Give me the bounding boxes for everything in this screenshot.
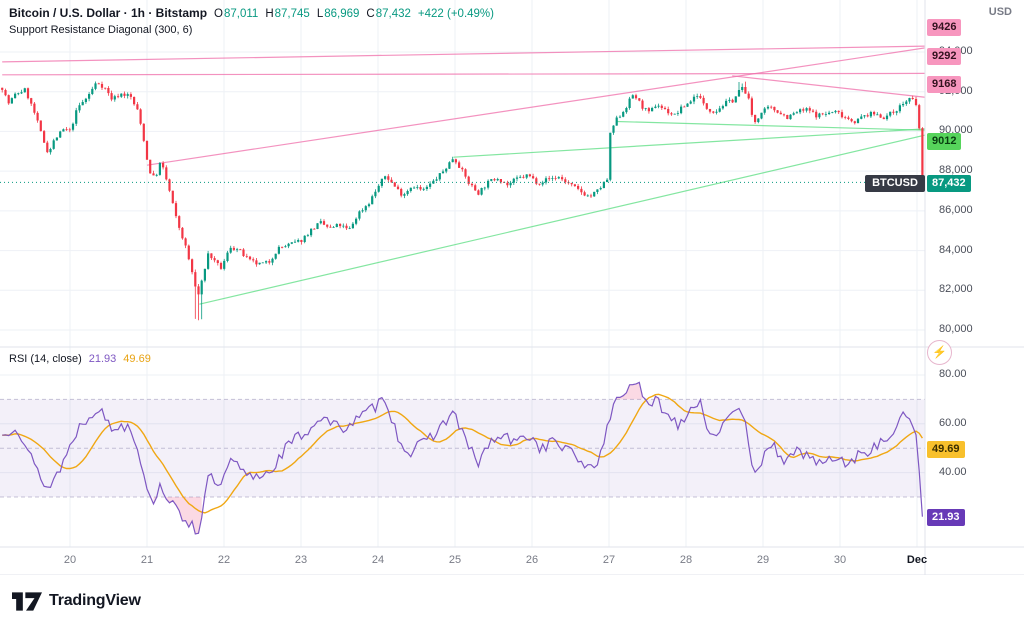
price-tick-label: 86,000 bbox=[939, 203, 973, 216]
time-tick-label: 20 bbox=[63, 554, 77, 566]
support-price-badge: 9012 bbox=[927, 133, 962, 150]
last-price-badge: 87,432 bbox=[927, 175, 971, 192]
rsi-tick-label: 60.00 bbox=[939, 416, 967, 429]
rsi-ma-badge: 49.69 bbox=[927, 441, 965, 458]
time-tick-label: 25 bbox=[448, 554, 462, 566]
indicator-legend: Support Resistance Diagonal (300, 6) bbox=[9, 24, 192, 36]
symbol-price-tag: BTCUSD bbox=[865, 175, 925, 192]
ohlc-open: O 87,011 bbox=[214, 8, 259, 20]
time-tick-label: 30 bbox=[833, 554, 847, 566]
currency-label: USD bbox=[988, 6, 1012, 18]
lightning-icon: ⚡ bbox=[932, 345, 947, 359]
rsi-legend: RSI (14, close) 21.93 49.69 bbox=[9, 353, 151, 365]
time-tick-label: 22 bbox=[217, 554, 231, 566]
time-tick-label: 21 bbox=[140, 554, 154, 566]
tradingview-logo[interactable]: TradingView bbox=[12, 591, 141, 611]
price-chart[interactable] bbox=[0, 0, 1024, 576]
price-tick-label: 80,000 bbox=[939, 322, 973, 335]
rsi-value: 21.93 bbox=[88, 353, 117, 365]
time-tick-label: 27 bbox=[602, 554, 616, 566]
rsi-tick-label: 80.00 bbox=[939, 368, 967, 380]
rsi-title[interactable]: RSI (14, close) bbox=[9, 353, 82, 365]
time-axis[interactable]: 20 21 22 23 24 25 26 27 28 29 30 Dec bbox=[0, 547, 927, 575]
indicator-title[interactable]: Support Resistance Diagonal (300, 6) bbox=[9, 24, 193, 36]
price-tick-label: 84,000 bbox=[939, 243, 973, 256]
price-tick-label: 82,000 bbox=[939, 283, 973, 296]
ai-sparkle-button[interactable]: ⚡ bbox=[927, 340, 952, 365]
footer: TradingView bbox=[0, 575, 1024, 627]
tradingview-logo-icon bbox=[12, 591, 42, 611]
time-tick-label: 29 bbox=[756, 554, 770, 566]
time-tick-label: 28 bbox=[679, 554, 693, 566]
rsi-value-badge: 21.93 bbox=[927, 509, 965, 526]
rsi-tick-label: 40.00 bbox=[939, 465, 967, 478]
resistance-price-badge: 9292 bbox=[927, 48, 962, 65]
tradingview-logo-text: TradingView bbox=[49, 592, 141, 609]
resistance-price-badge: 9426 bbox=[927, 19, 962, 36]
ohlc-close: C 87,432 bbox=[366, 8, 411, 20]
ohlc-high: H 87,745 bbox=[265, 8, 310, 20]
price-tick-label: 88,000 bbox=[939, 164, 973, 177]
price-change: +422 (+0.49%) bbox=[417, 8, 494, 20]
ohlc-low: L 86,969 bbox=[316, 8, 360, 20]
rsi-ma-value: 49.69 bbox=[123, 353, 151, 365]
time-tick-label: 24 bbox=[371, 554, 385, 566]
resistance-price-badge: 9168 bbox=[927, 76, 962, 93]
time-tick-label: Dec bbox=[906, 554, 928, 566]
symbol-title[interactable]: Bitcoin / U.S. Dollar · 1h · Bitstamp bbox=[9, 6, 208, 20]
time-tick-label: 23 bbox=[294, 554, 308, 566]
time-tick-label: 26 bbox=[525, 554, 539, 566]
